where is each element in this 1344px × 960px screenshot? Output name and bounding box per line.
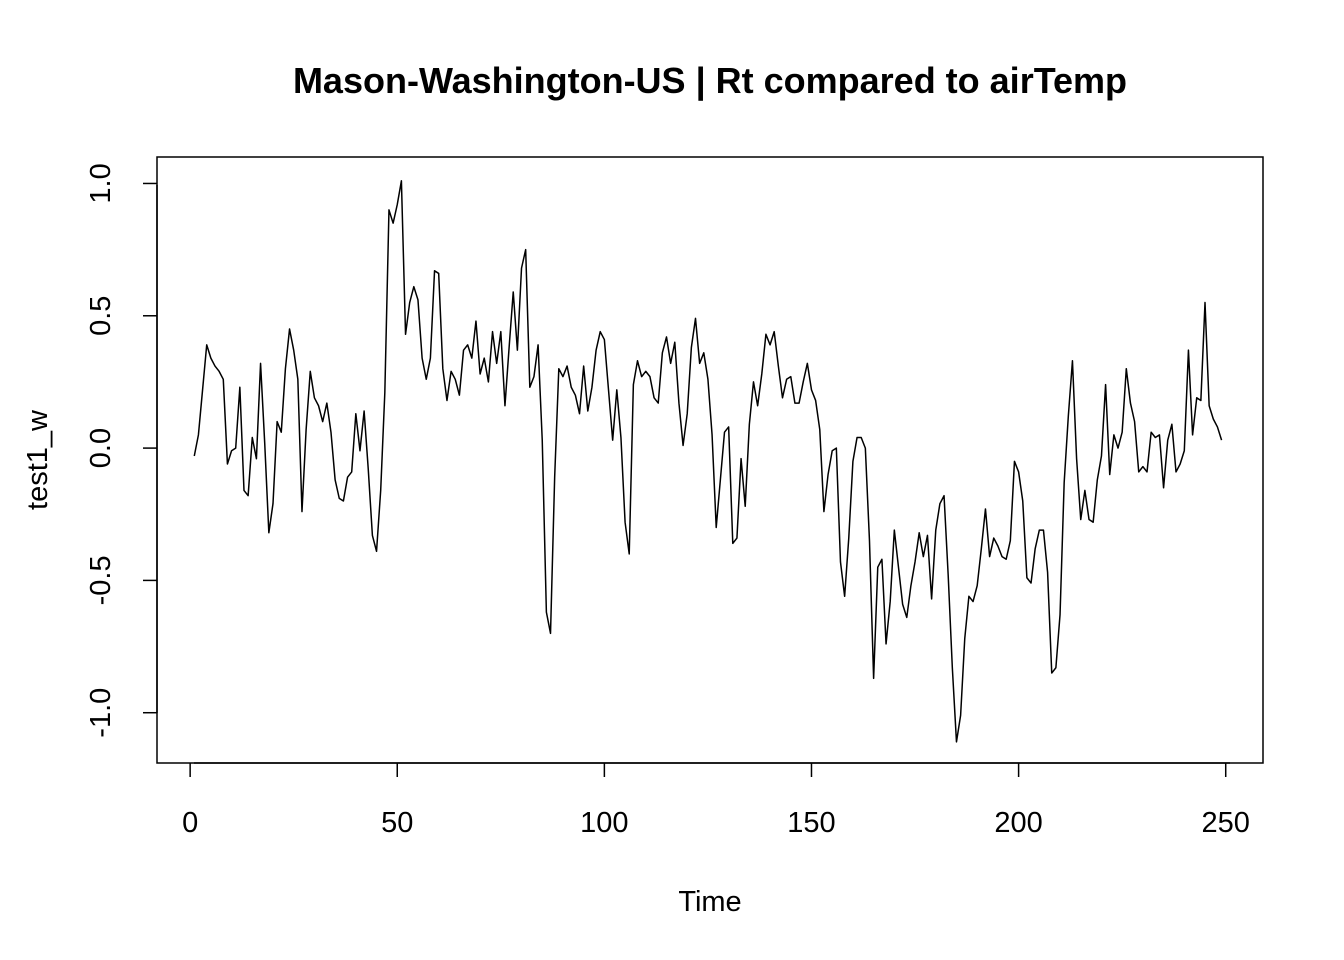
plot-frame xyxy=(156,156,1264,764)
chart-title: Mason-Washington-US | Rt compared to air… xyxy=(293,60,1127,102)
x-tick-label: 50 xyxy=(381,807,413,839)
x-tick-label: 100 xyxy=(580,807,628,839)
x-tick-label: 200 xyxy=(994,807,1042,839)
x-axis-label: Time xyxy=(678,886,741,918)
y-axis-ticks: -1.0 -0.5 0.0 0.5 1.0 xyxy=(85,163,157,738)
x-tick-label: 150 xyxy=(787,807,835,839)
y-tick-label: 0.5 xyxy=(85,296,117,336)
y-axis-label: test1_w xyxy=(22,409,54,510)
y-tick-label: -0.5 xyxy=(85,555,117,605)
y-tick-label: 0.0 xyxy=(85,428,117,468)
x-tick-label: 250 xyxy=(1202,807,1250,839)
x-axis-ticks: 0 50 100 150 200 250 xyxy=(182,763,1250,839)
y-tick-label: -1.0 xyxy=(85,688,117,738)
series-line xyxy=(193,180,1223,743)
x-tick-label: 0 xyxy=(182,807,198,839)
y-tick-label: 1.0 xyxy=(85,163,117,203)
